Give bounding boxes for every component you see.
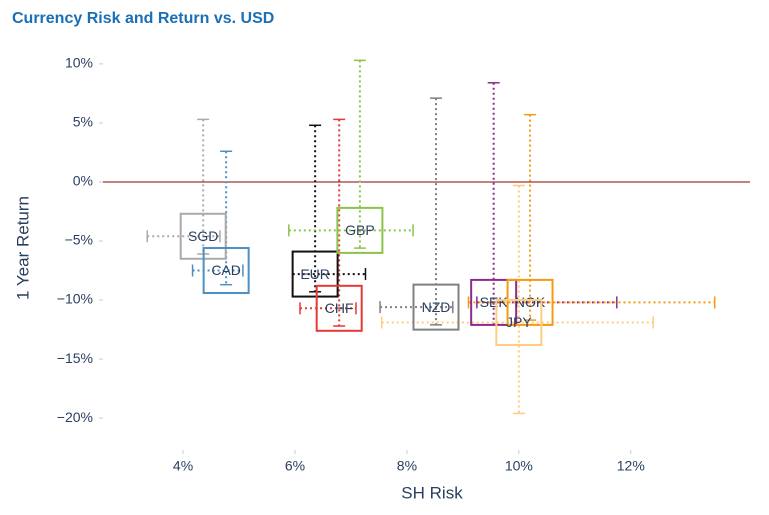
point-label: NZD — [422, 299, 451, 315]
point-label: CAD — [211, 262, 241, 278]
x-axis-title: SH Risk — [401, 483, 463, 502]
y-tick-label: −10% — [57, 291, 93, 307]
point-label: EUR — [300, 266, 330, 282]
point-label: SGD — [188, 228, 218, 244]
point-marker — [470, 278, 518, 326]
y-tick-label: 0% — [73, 173, 93, 189]
point-marker — [506, 278, 554, 326]
point-label: CHF — [325, 300, 354, 316]
point-marker — [315, 284, 363, 332]
x-tick-label: 12% — [617, 458, 645, 474]
point-label: SEK — [480, 294, 509, 310]
point-marker — [336, 206, 384, 254]
point-marker — [291, 250, 339, 298]
x-tick-label: 8% — [397, 458, 417, 474]
point-marker — [495, 298, 543, 346]
y-tick-label: 5% — [73, 114, 93, 130]
y-tick-label: −5% — [65, 232, 93, 248]
x-tick-label: 6% — [285, 458, 305, 474]
x-tick-label: 4% — [173, 458, 193, 474]
y-axis-title: 1 Year Return — [13, 196, 32, 300]
point-marker — [202, 247, 250, 295]
chart-title: Currency Risk and Return vs. USD — [12, 10, 274, 27]
point-label: GBP — [345, 222, 375, 238]
y-tick-label: −15% — [57, 350, 93, 366]
x-tick-label: 10% — [505, 458, 533, 474]
point-label: NOK — [515, 294, 546, 310]
point-label: JPY — [506, 314, 532, 330]
y-tick-label: −20% — [57, 409, 93, 425]
point-marker — [412, 283, 460, 331]
y-tick-label: 10% — [65, 55, 93, 71]
